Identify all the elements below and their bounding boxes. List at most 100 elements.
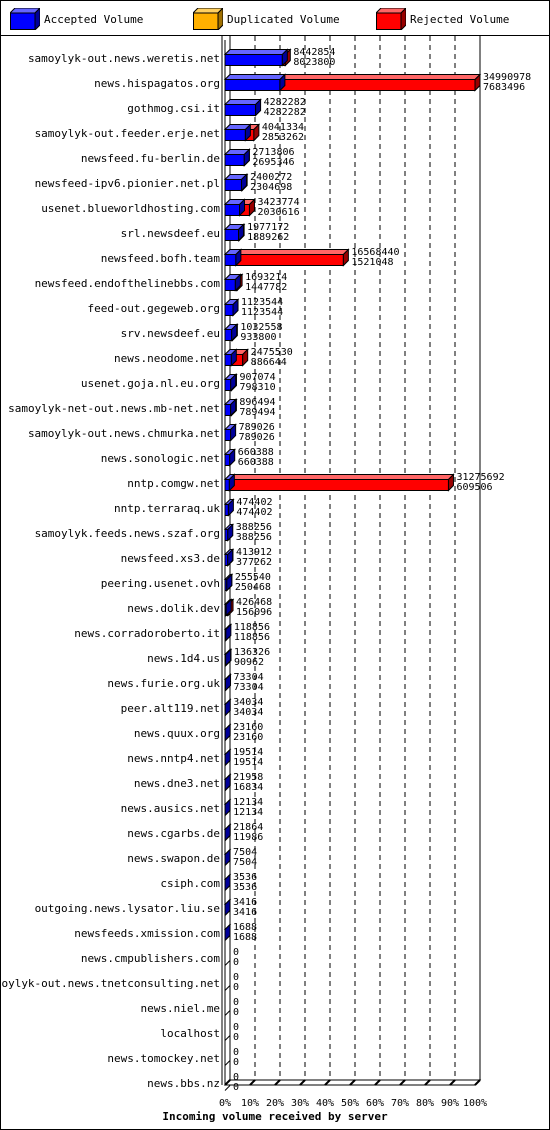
value-label-accepted: 789026 <box>239 432 275 443</box>
value-label-total: 2713806 <box>252 147 294 158</box>
value-label-total: 4282282 <box>264 97 306 108</box>
x-tick <box>299 1079 306 1086</box>
value-label-accepted: 156096 <box>236 607 272 618</box>
x-tick <box>324 1079 331 1086</box>
bar-accepted <box>223 823 232 842</box>
value-label-accepted: 34034 <box>233 707 263 718</box>
value-label-accepted: 2695346 <box>252 157 294 168</box>
bar-accepted <box>223 598 233 617</box>
value-label-total: 4041334 <box>262 122 304 133</box>
bar-accepted <box>223 698 232 717</box>
server-label: news.swapon.de <box>127 852 220 865</box>
server-label: localhost <box>160 1027 220 1040</box>
bar-accepted <box>223 448 236 467</box>
bar-accepted <box>223 148 251 167</box>
x-tick <box>249 1079 256 1086</box>
value-label-accepted: 118856 <box>234 632 270 643</box>
server-label: srv.newsdeef.eu <box>121 327 220 340</box>
legend-separator <box>0 35 550 36</box>
value-label-total: 388256 <box>236 522 272 533</box>
value-label-accepted: 1447782 <box>245 282 287 293</box>
server-label: news.bbs.nz <box>147 1077 220 1090</box>
x-tick-label: 80% <box>416 1098 434 1109</box>
value-label-accepted: 0 <box>233 1082 239 1093</box>
server-label: newsfeeds.xmission.com <box>74 927 220 940</box>
server-label: outgoing.news.lysator.liu.se <box>35 902 220 915</box>
value-label-accepted: 19514 <box>233 757 263 768</box>
value-label-total: 0 <box>233 997 239 1008</box>
value-label-total: 3536 <box>233 872 257 883</box>
server-label: newsfeed.xs3.de <box>121 552 220 565</box>
value-label-total: 907074 <box>239 372 275 383</box>
value-label-accepted: 609506 <box>456 482 492 493</box>
server-label: newsfeed.endofthelinebbs.com <box>35 277 221 290</box>
bar-accepted <box>223 848 232 867</box>
x-tick-label: 20% <box>266 1098 284 1109</box>
server-label: samoylyk-out.news.tnetconsulting.net <box>0 977 220 990</box>
server-label: usenet.goja.nl.eu.org <box>81 377 220 390</box>
server-label: newsfeed.bofh.team <box>101 252 221 265</box>
legend-swatch-accepted <box>10 8 40 30</box>
value-label-total: 0 <box>233 1022 239 1033</box>
value-label-accepted: 2304698 <box>250 182 292 193</box>
value-label-accepted: 0 <box>233 1032 239 1043</box>
value-label-total: 474402 <box>236 497 272 508</box>
value-label-accepted: 1889262 <box>247 232 289 243</box>
value-label-total: 1032558 <box>240 322 282 333</box>
value-label-accepted: 0 <box>233 1057 239 1068</box>
value-label-total: 896494 <box>239 397 275 408</box>
value-label-total: 136326 <box>234 647 270 658</box>
bar-accepted <box>223 473 236 492</box>
bar-accepted <box>223 748 232 767</box>
bar-rejected <box>223 473 455 492</box>
legend-label-rejected: Rejected Volume <box>410 13 510 26</box>
x-tick <box>274 1079 281 1086</box>
x-tick <box>349 1079 356 1086</box>
x-tick-label: 40% <box>316 1098 334 1109</box>
server-label: samoylyk.feeds.news.szaf.org <box>35 527 220 540</box>
server-label: news.1d4.us <box>147 652 220 665</box>
bar-accepted <box>223 123 252 142</box>
server-label: usenet.blueworldhosting.com <box>41 202 220 215</box>
value-label-accepted: 1123544 <box>241 307 283 318</box>
x-tick-label: 0% <box>219 1098 231 1109</box>
bar-empty <box>224 1085 231 1091</box>
bar-accepted <box>223 898 232 917</box>
value-label-accepted: 250468 <box>235 582 271 593</box>
legend: Accepted Volume Duplicated Volume Reject… <box>0 0 550 36</box>
bar-accepted <box>223 273 242 292</box>
value-label-total: 34034 <box>233 697 263 708</box>
legend-label-duplicated: Duplicated Volume <box>227 13 340 26</box>
value-label-accepted: 1521048 <box>351 257 393 268</box>
value-label-accepted: 4282282 <box>264 107 306 118</box>
value-label-total: 660388 <box>238 447 274 458</box>
value-label-accepted: 12134 <box>233 807 263 818</box>
bar-accepted <box>223 523 234 542</box>
server-label: news.tomockey.net <box>107 1052 220 1065</box>
bar-empty <box>224 960 231 966</box>
bar-accepted <box>223 623 233 642</box>
x-tick <box>224 1079 231 1086</box>
value-label-accepted: 377262 <box>236 557 272 568</box>
legend-swatch-duplicated <box>193 8 223 30</box>
legend-label-accepted: Accepted Volume <box>44 13 144 26</box>
x-tick-label: 50% <box>341 1098 359 1109</box>
value-label-total: 1688 <box>233 922 257 933</box>
value-label-accepted: 388256 <box>236 532 272 543</box>
server-label: srl.newsdeef.eu <box>121 227 220 240</box>
server-label: samoylyk-out.news.weretis.net <box>28 52 220 65</box>
server-label: feed-out.gegeweb.org <box>88 302 220 315</box>
server-label: news.hispagatos.org <box>94 77 220 90</box>
value-label-total: 3416 <box>233 897 257 908</box>
value-label-accepted: 2030616 <box>257 207 299 218</box>
value-label-accepted: 798310 <box>239 382 275 393</box>
server-label: news.sonologic.net <box>101 452 220 465</box>
bar-empty <box>224 985 231 991</box>
server-label: news.niel.me <box>141 1002 220 1015</box>
bar-accepted <box>223 298 240 317</box>
x-tick <box>424 1079 431 1086</box>
value-label-total: 16568440 <box>351 247 399 258</box>
server-label: csiph.com <box>160 877 220 890</box>
server-label: news.cgarbs.de <box>127 827 220 840</box>
value-label-accepted: 0 <box>233 982 239 993</box>
